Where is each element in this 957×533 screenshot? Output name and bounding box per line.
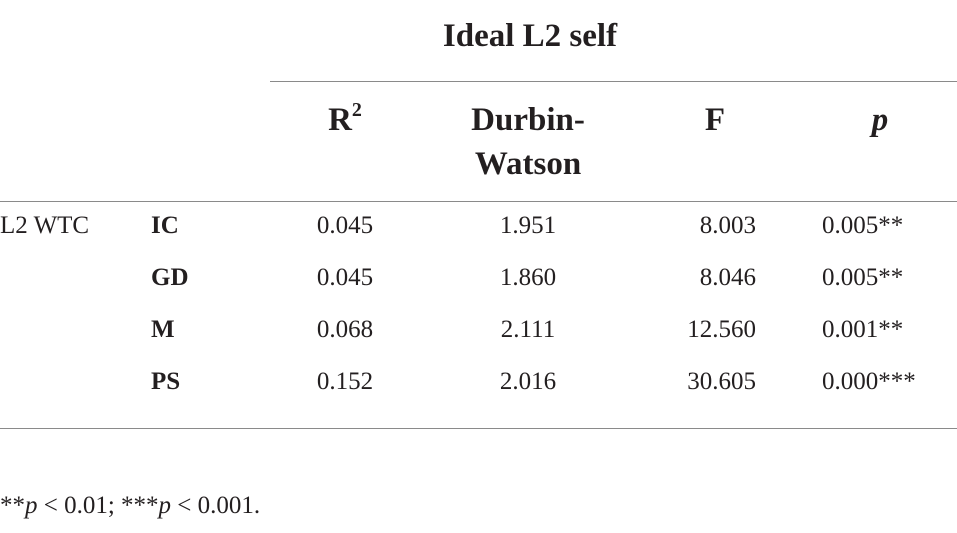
footnote-p-1: p <box>25 492 38 519</box>
row-label: M <box>151 316 175 343</box>
table-footnote: **p < 0.01; ***p < 0.001. <box>0 492 260 520</box>
cell-f: 12.560 <box>687 316 756 343</box>
row-label: IC <box>151 212 179 239</box>
cell-f: 8.003 <box>699 212 756 239</box>
cell-p: 0.005** <box>822 212 904 239</box>
cell-p: 0.001** <box>822 316 904 343</box>
cell-durbin-watson: 2.016 <box>499 368 557 395</box>
row-label: PS <box>151 368 181 395</box>
cell-durbin-watson: 1.860 <box>499 264 557 291</box>
row-label: GD <box>151 264 189 291</box>
col-header-dw-line2: Watson <box>474 146 582 182</box>
cell-p: 0.000*** <box>822 368 916 395</box>
footnote-text-1: < 0.01; <box>37 492 122 519</box>
col-header-f: F <box>704 102 726 138</box>
cell-p: 0.005** <box>822 264 904 291</box>
cell-durbin-watson: 1.951 <box>499 212 557 239</box>
header-bottom-rule <box>0 201 957 202</box>
footnote-stars-1: ** <box>0 492 25 519</box>
cell-r2: 0.045 <box>316 212 374 239</box>
table-bottom-rule <box>0 428 957 429</box>
footnote-text-2: < 0.001. <box>171 492 261 519</box>
cell-r2: 0.045 <box>316 264 374 291</box>
col-header-r2-base: R <box>328 102 352 138</box>
group-header: Ideal L2 self <box>442 18 618 54</box>
col-header-p: p <box>871 102 889 138</box>
col-header-r2: R2 <box>280 98 410 142</box>
col-header-durbin-watson: Durbin- Watson <box>428 98 628 186</box>
footnote-stars-2: *** <box>121 492 159 519</box>
cell-r2: 0.068 <box>316 316 374 343</box>
row-group-label: L2 WTC <box>0 212 90 239</box>
cell-f: 8.046 <box>699 264 756 291</box>
group-header-rule <box>270 81 957 82</box>
footnote-p-2: p <box>158 492 172 519</box>
cell-durbin-watson: 2.111 <box>500 316 556 343</box>
col-header-r2-sup: 2 <box>351 99 362 121</box>
cell-f: 30.605 <box>687 368 756 395</box>
cell-r2: 0.152 <box>316 368 374 395</box>
col-header-dw-line1: Durbin- <box>471 102 585 138</box>
